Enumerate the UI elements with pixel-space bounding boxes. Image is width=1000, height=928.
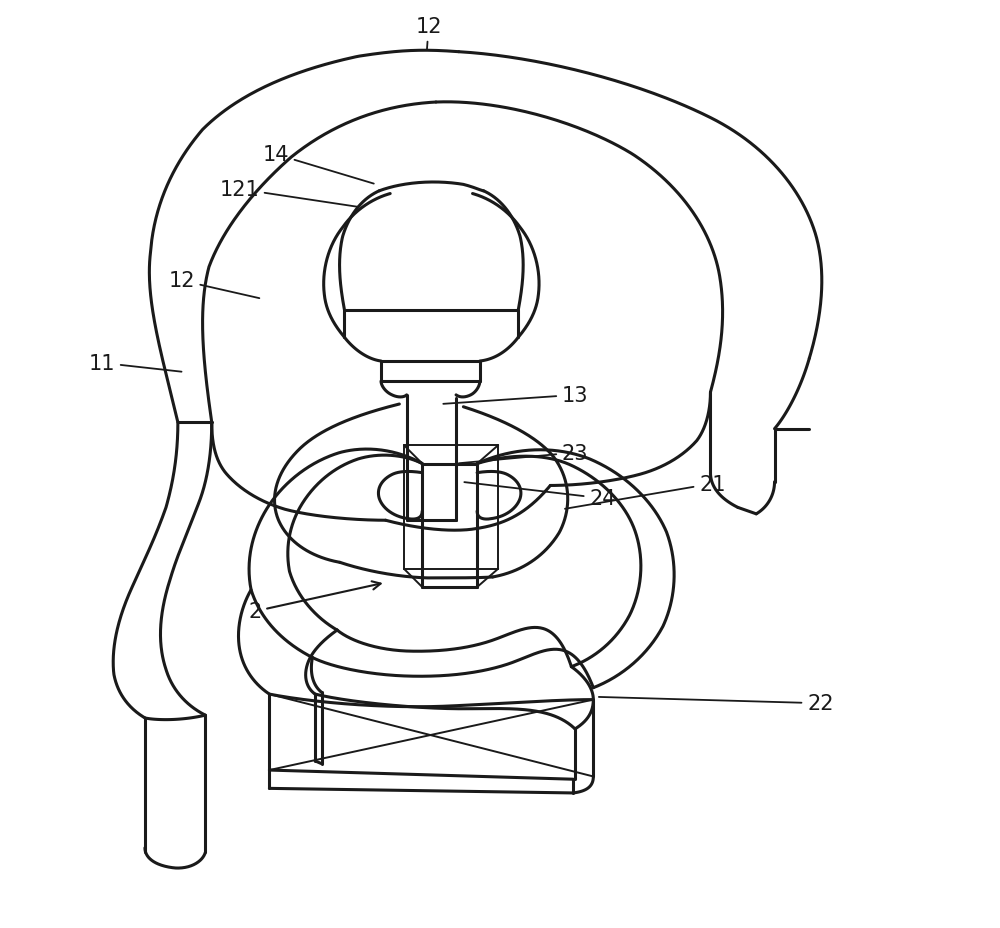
Text: 22: 22 [599, 693, 834, 714]
Text: 24: 24 [464, 483, 616, 509]
Text: 11: 11 [89, 354, 182, 373]
Text: 2: 2 [248, 582, 381, 622]
Text: 14: 14 [263, 145, 374, 185]
Text: 21: 21 [565, 474, 726, 509]
Text: 12: 12 [415, 17, 442, 50]
Text: 13: 13 [443, 385, 588, 406]
Text: 12: 12 [168, 271, 259, 299]
Text: 23: 23 [459, 443, 588, 464]
Text: 121: 121 [219, 180, 358, 208]
